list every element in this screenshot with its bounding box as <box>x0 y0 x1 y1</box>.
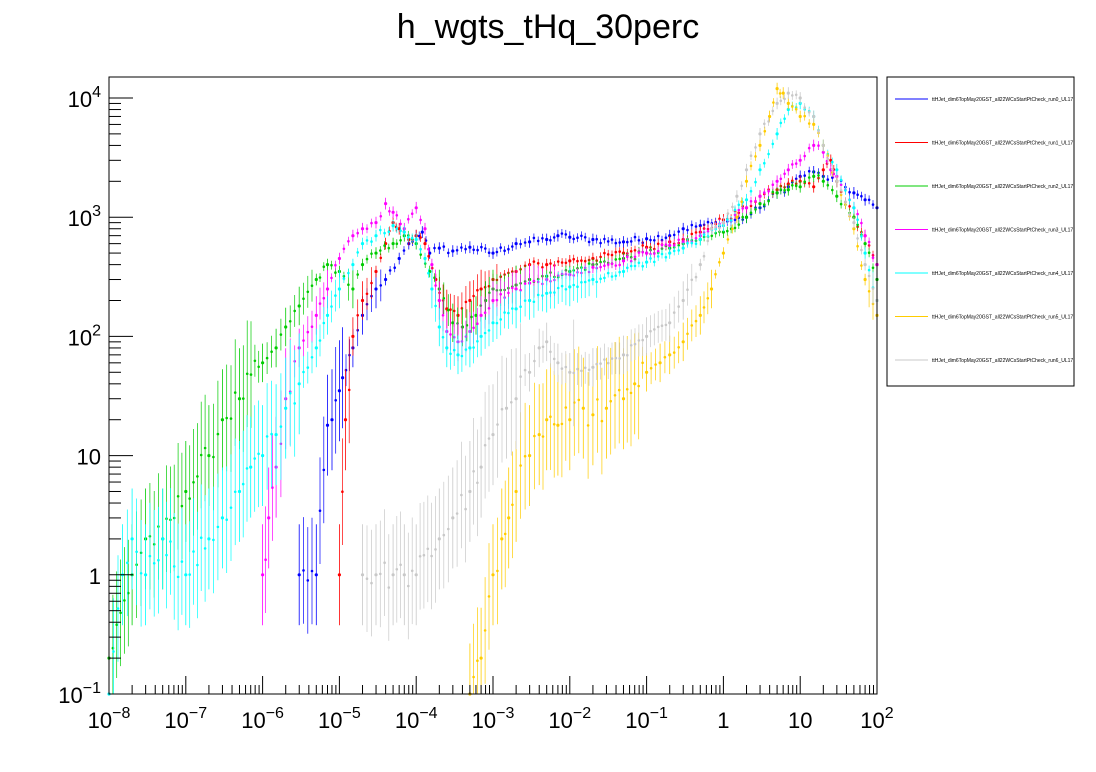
series-1 <box>337 154 879 626</box>
legend-label: ttHJet_dim6TopMay20GST_all22WCsStartPtCh… <box>932 228 1073 234</box>
x-tick-label: 10−6 <box>241 705 284 733</box>
x-tick-label: 10−2 <box>548 705 591 733</box>
x-tick-label: 10−8 <box>88 705 131 733</box>
y-tick-label: 102 <box>68 322 101 350</box>
legend-label: ttHJet_dim6TopMay20GST_all22WCsStartPtCh… <box>932 271 1073 277</box>
series-6 <box>360 87 879 641</box>
x-tick-label: 10−4 <box>395 705 438 733</box>
chart-title: h_wgts_tHq_30perc <box>397 8 699 46</box>
y-tick-label: 10−1 <box>58 680 101 708</box>
legend-box <box>886 76 1075 387</box>
axes-layer: 10−8 10−7 10−6 10−5 10−4 10−3 10−2 10−1 1 10 102 10… <box>58 84 894 733</box>
legend-label: ttHJet_dim6TopMay20GST_all22WCsStartPtCh… <box>932 141 1073 147</box>
legend-label: ttHJet_dim6TopMay20GST_all22WCsStartPtCh… <box>932 315 1073 321</box>
y-tick-label: 10 <box>77 445 101 470</box>
y-tick-label: 104 <box>68 84 101 112</box>
x-tick-label: 10−3 <box>472 705 515 733</box>
x-tick-label: 10−1 <box>625 705 668 733</box>
legend-label: ttHJet_dim6TopMay20GST_all22WCsStartPtCh… <box>932 358 1073 364</box>
legend-label: ttHJet_dim6TopMay20GST_all22WCsStartPtCh… <box>932 97 1073 103</box>
x-tick-label: 10−7 <box>164 705 207 733</box>
legend: ttHJet_dim6TopMay20GST_all22WCsStartPtCh… <box>886 76 1075 387</box>
y-tick-label: 103 <box>68 203 101 231</box>
y-tick-label: 1 <box>89 564 101 589</box>
legend-label: ttHJet_dim6TopMay20GST_all22WCsStartPtCh… <box>932 184 1073 190</box>
x-tick-label: 10 <box>788 708 812 733</box>
x-tick-label: 102 <box>860 705 893 733</box>
series-layer <box>107 82 879 696</box>
x-tick-label: 10−5 <box>318 705 361 733</box>
x-tick-label: 1 <box>717 708 729 733</box>
